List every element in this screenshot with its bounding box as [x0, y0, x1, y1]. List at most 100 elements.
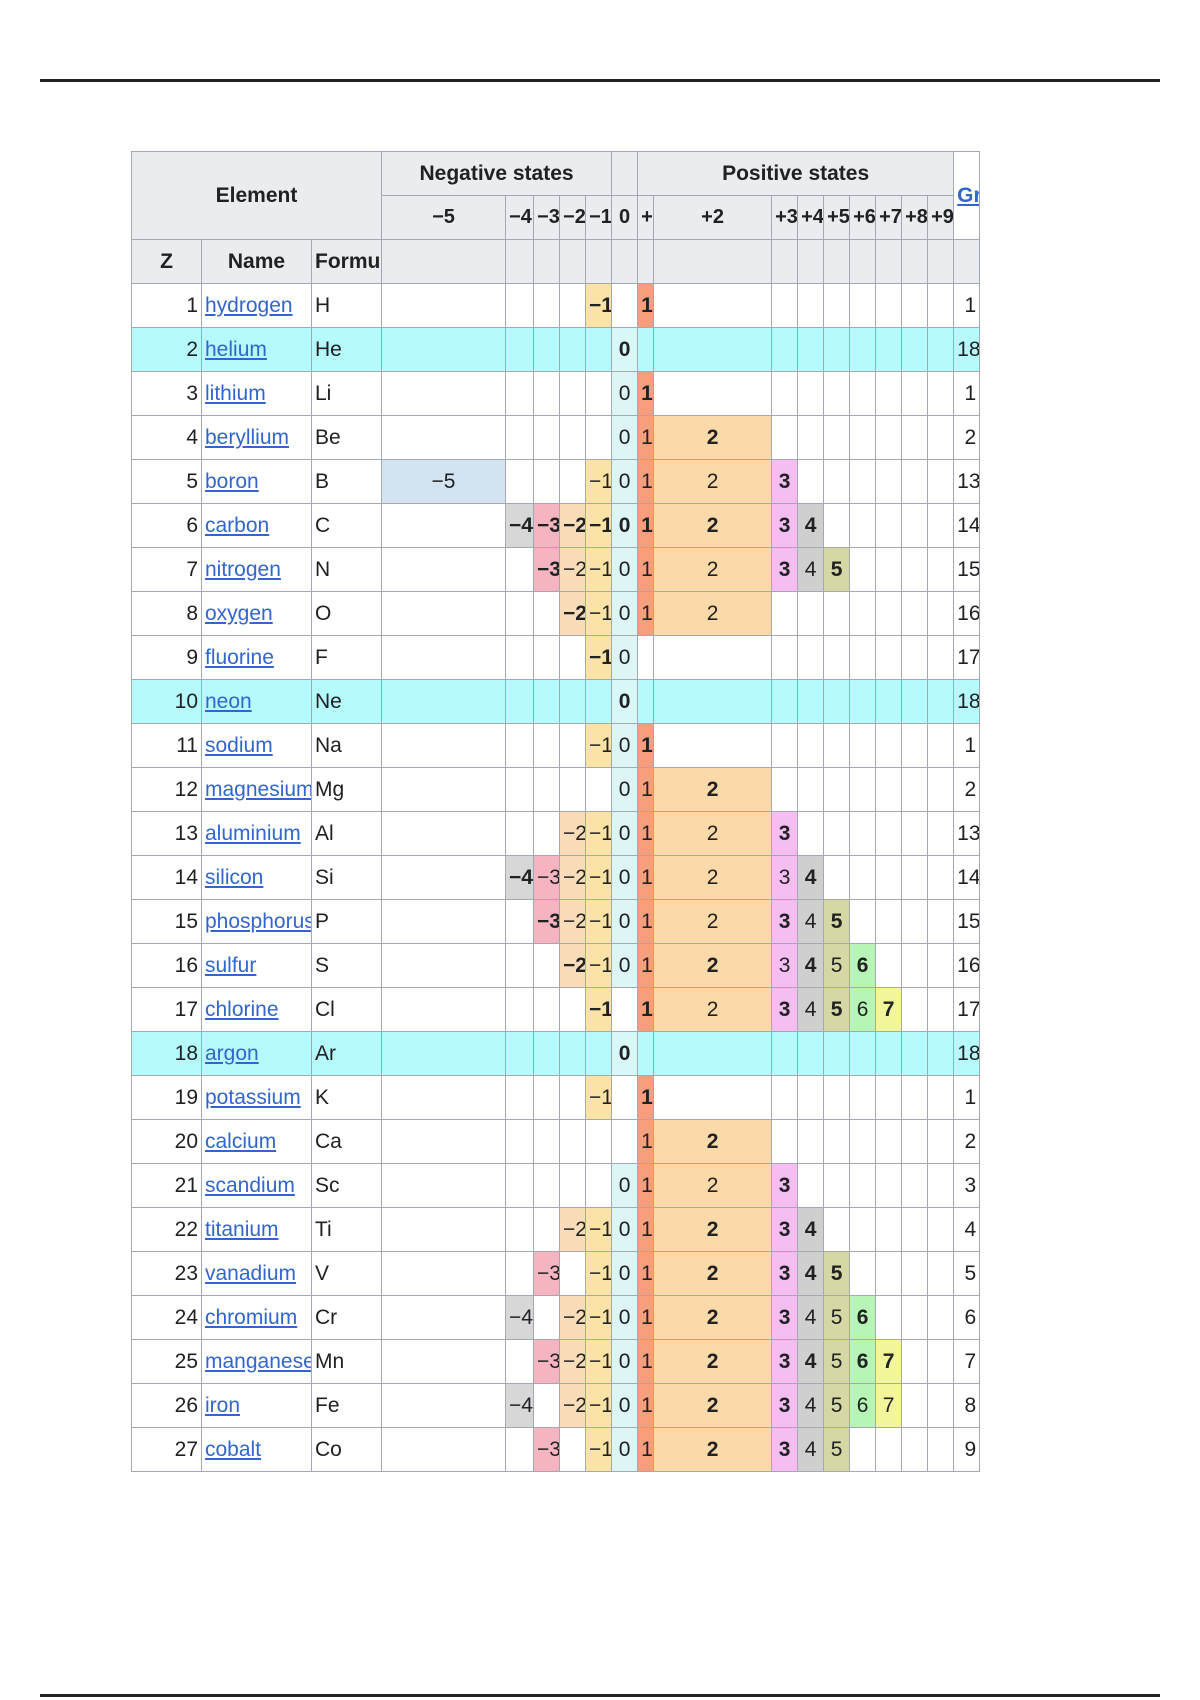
- element-group: 3: [953, 1163, 981, 1208]
- element-name-link[interactable]: chromium: [205, 1305, 298, 1329]
- name-header: Name: [201, 239, 312, 284]
- state-cell: [505, 987, 535, 1032]
- element-name-link[interactable]: lithium: [205, 381, 266, 405]
- element-name-link[interactable]: potassium: [205, 1085, 301, 1109]
- element-name-link[interactable]: sulfur: [205, 953, 257, 977]
- atomic-number: 25: [131, 1339, 202, 1384]
- state-cell: 0: [611, 811, 639, 856]
- state-cell: [585, 371, 613, 416]
- subheader-blank: [559, 239, 587, 284]
- element-name-link[interactable]: phosphorus: [205, 909, 312, 933]
- state-cell: 3: [771, 1207, 799, 1252]
- element-name-link[interactable]: neon: [205, 689, 252, 713]
- state-cell: [771, 283, 799, 328]
- element-group: 2: [953, 767, 981, 812]
- subheader-blank: [505, 239, 535, 284]
- subheader-blank: [653, 239, 773, 284]
- state-cell: 1: [637, 1119, 655, 1164]
- element-name-link[interactable]: oxygen: [205, 601, 273, 625]
- element-name-link[interactable]: beryllium: [205, 425, 290, 449]
- state-cell: −1: [585, 1427, 613, 1472]
- element-formula: Na: [310, 723, 383, 768]
- state-cell: [381, 547, 507, 592]
- element-name-link[interactable]: titanium: [205, 1217, 279, 1241]
- state-cell: −1: [585, 459, 613, 504]
- state-cell: 1: [637, 987, 655, 1032]
- element-group: 17: [953, 987, 981, 1032]
- state-cell: −1: [585, 723, 613, 768]
- element-name-link[interactable]: aluminium: [205, 821, 301, 845]
- element-name-link[interactable]: vanadium: [205, 1261, 297, 1285]
- group-link[interactable]: Group: [957, 183, 980, 207]
- element-name-link[interactable]: argon: [205, 1041, 259, 1065]
- state-cell: [797, 415, 825, 460]
- subheader-blank: [585, 239, 613, 284]
- state-cell: [771, 1031, 799, 1076]
- state-labels-row: −5−4−3−2−10+1+2+3+4+5+6+7+8+9: [132, 195, 1088, 240]
- element-formula: Ar: [310, 1031, 383, 1076]
- element-formula: Mn: [310, 1339, 383, 1384]
- element-group: 1: [953, 371, 981, 416]
- atomic-number: 11: [131, 723, 202, 768]
- element-group: 13: [953, 811, 981, 856]
- state-cell: [927, 591, 955, 636]
- state-cell: 1: [637, 547, 655, 592]
- state-cell: 5: [823, 1251, 851, 1296]
- state-cell: [533, 1207, 561, 1252]
- element-name-link[interactable]: calcium: [205, 1129, 277, 1153]
- state-header-neg1: −1: [585, 195, 613, 240]
- state-cell: [797, 371, 825, 416]
- element-name-link[interactable]: helium: [205, 337, 267, 361]
- element-name-link[interactable]: silicon: [205, 865, 264, 889]
- state-cell: 4: [797, 943, 825, 988]
- element-name-cell: neon: [201, 679, 312, 724]
- element-row: 20 calcium Ca 1 2 2: [131, 1119, 1088, 1164]
- negative-states-header: Negative states: [381, 151, 613, 196]
- state-cell: [381, 1339, 507, 1384]
- element-formula: C: [310, 503, 383, 548]
- state-cell: [637, 679, 655, 724]
- state-cell: 3: [771, 1163, 799, 1208]
- atomic-number: 16: [131, 943, 202, 988]
- state-cell: [797, 1119, 825, 1164]
- atomic-number: 2: [131, 327, 202, 372]
- element-name-link[interactable]: scandium: [205, 1173, 295, 1197]
- element-group: 8: [953, 1383, 981, 1428]
- element-name-link[interactable]: cobalt: [205, 1437, 262, 1461]
- element-name-link[interactable]: manganese: [205, 1349, 312, 1373]
- state-cell: [533, 1119, 561, 1164]
- state-cell: [901, 899, 929, 944]
- state-cell: [381, 1383, 507, 1428]
- state-cell: 3: [771, 503, 799, 548]
- atomic-number: 1: [131, 283, 202, 328]
- state-cell: [585, 679, 613, 724]
- element-name-link[interactable]: boron: [205, 469, 259, 493]
- state-cell: −4: [505, 1295, 535, 1340]
- state-header-pos6: +6: [849, 195, 877, 240]
- element-name-link[interactable]: iron: [205, 1393, 241, 1417]
- element-formula: B: [310, 459, 383, 504]
- state-cell: [927, 679, 955, 724]
- state-cell: [559, 327, 587, 372]
- element-name-link[interactable]: magnesium: [205, 777, 312, 801]
- element-name-link[interactable]: sodium: [205, 733, 273, 757]
- state-cell: [505, 283, 535, 328]
- element-name-cell: aluminium: [201, 811, 312, 856]
- state-cell: −2: [559, 811, 587, 856]
- state-cell: [381, 415, 507, 460]
- state-cell: 0: [611, 371, 639, 416]
- element-name-link[interactable]: chlorine: [205, 997, 279, 1021]
- state-cell: [381, 591, 507, 636]
- state-cell: [823, 767, 851, 812]
- element-name-link[interactable]: fluorine: [205, 645, 274, 669]
- element-group: 18: [953, 327, 981, 372]
- element-name-cell: calcium: [201, 1119, 312, 1164]
- element-name-link[interactable]: hydrogen: [205, 293, 293, 317]
- state-cell: 2: [653, 503, 773, 548]
- element-group: 18: [953, 679, 981, 724]
- state-cell: [927, 283, 955, 328]
- element-name-link[interactable]: carbon: [205, 513, 270, 537]
- state-cell: −4: [505, 855, 535, 900]
- element-name-link[interactable]: nitrogen: [205, 557, 281, 581]
- element-row: 6 carbon C −4 −3 −2 −1 0 1 2 3 4 14: [131, 503, 1088, 548]
